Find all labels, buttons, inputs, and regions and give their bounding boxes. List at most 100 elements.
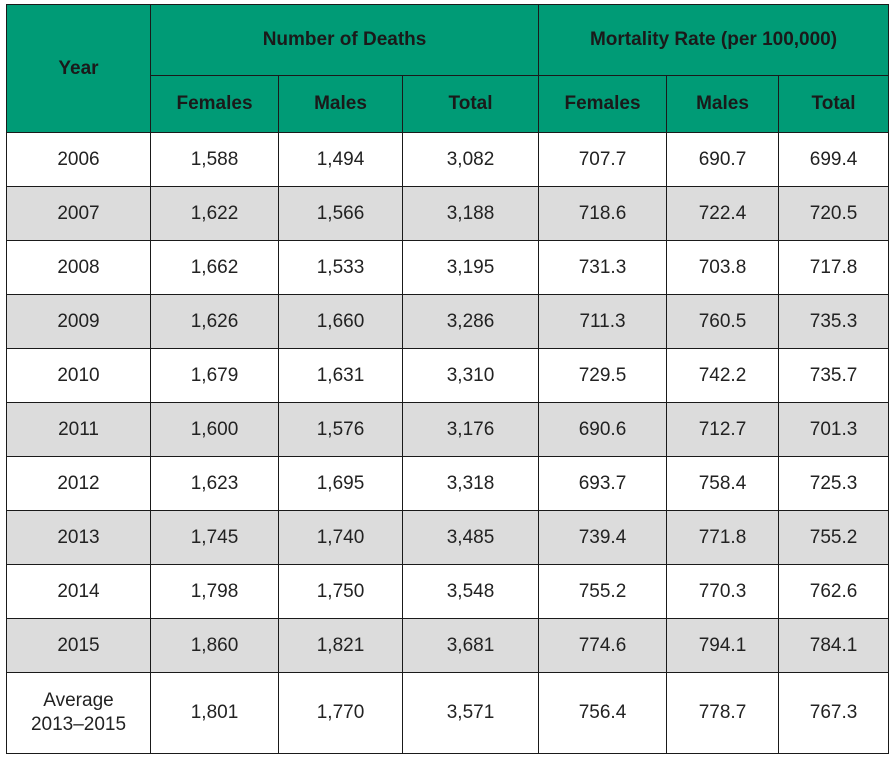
- table-row: 2012 1,623 1,695 3,318 693.7 758.4 725.3: [6, 456, 890, 511]
- deaths-females-cell: 1,662: [150, 240, 279, 295]
- rate-males-cell: 760.5: [666, 294, 780, 349]
- rate-males-cell: 771.8: [666, 510, 780, 565]
- rate-females-cell: 755.2: [538, 564, 668, 619]
- mortality-table: Year Number of Deaths Mortality Rate (pe…: [6, 4, 890, 754]
- deaths-total-header: Total: [401, 75, 540, 133]
- deaths-females-cell: 1,588: [150, 132, 279, 187]
- rate-females-cell: 739.4: [538, 510, 668, 565]
- year-cell: 2011: [6, 402, 151, 457]
- rate-males-cell: 690.7: [666, 132, 780, 187]
- average-label-line2: 2013–2015: [30, 714, 127, 735]
- deaths-males-cell: 1,660: [278, 294, 403, 349]
- deaths-females-cell: 1,798: [150, 564, 279, 619]
- mortality-table-container: Year Number of Deaths Mortality Rate (pe…: [6, 4, 890, 754]
- rate-total-cell: 735.7: [778, 348, 890, 403]
- average-row: Average 2013–2015 1,801 1,770 3,571 756.…: [6, 672, 890, 754]
- year-cell: 2010: [6, 348, 151, 403]
- table-row: 2013 1,745 1,740 3,485 739.4 771.8 755.2: [6, 510, 890, 565]
- rate-total-cell: 784.1: [778, 618, 890, 673]
- table-body: 2006 1,588 1,494 3,082 707.7 690.7 699.4 2007 1,…: [6, 132, 890, 754]
- deaths-total-cell: 3,195: [401, 240, 540, 295]
- rate-females-cell: 690.6: [538, 402, 668, 457]
- deaths-males-cell: 1,494: [278, 132, 403, 187]
- rate-total-cell: 762.6: [778, 564, 890, 619]
- table-row: 2015 1,860 1,821 3,681 774.6 794.1 784.1: [6, 618, 890, 673]
- table-row: 2006 1,588 1,494 3,082 707.7 690.7 699.4: [6, 132, 890, 187]
- rate-group-header: Mortality Rate (per 100,000): [538, 4, 890, 76]
- average-deaths-total: 3,571: [401, 672, 540, 754]
- deaths-females-cell: 1,622: [150, 186, 279, 241]
- deaths-total-cell: 3,310: [401, 348, 540, 403]
- deaths-group-header: Number of Deaths: [149, 4, 540, 76]
- average-rate-females: 756.4: [538, 672, 668, 754]
- table-header: Year Number of Deaths Mortality Rate (pe…: [6, 4, 890, 133]
- deaths-females-cell: 1,626: [150, 294, 279, 349]
- rate-females-cell: 707.7: [538, 132, 668, 187]
- year-cell: 2012: [6, 456, 151, 511]
- rate-males-cell: 703.8: [666, 240, 780, 295]
- table-row: 2011 1,600 1,576 3,176 690.6 712.7 701.3: [6, 402, 890, 457]
- average-deaths-males: 1,770: [278, 672, 403, 754]
- rate-total-header: Total: [778, 75, 890, 133]
- deaths-females-cell: 1,600: [150, 402, 279, 457]
- average-label-line1: Average: [43, 690, 114, 711]
- rate-females-cell: 718.6: [538, 186, 668, 241]
- rate-females-cell: 711.3: [538, 294, 668, 349]
- rate-males-cell: 742.2: [666, 348, 780, 403]
- year-header: Year: [6, 4, 151, 133]
- average-label-cell: Average 2013–2015: [6, 672, 151, 754]
- header-row-groups: Year Number of Deaths Mortality Rate (pe…: [6, 4, 890, 133]
- year-cell: 2007: [6, 186, 151, 241]
- rate-males-cell: 722.4: [666, 186, 780, 241]
- rate-total-cell: 755.2: [778, 510, 890, 565]
- deaths-total-cell: 3,082: [401, 132, 540, 187]
- year-cell: 2013: [6, 510, 151, 565]
- year-cell: 2008: [6, 240, 151, 295]
- deaths-males-cell: 1,576: [278, 402, 403, 457]
- rate-males-cell: 794.1: [666, 618, 780, 673]
- deaths-females-cell: 1,745: [150, 510, 279, 565]
- rate-total-cell: 717.8: [778, 240, 890, 295]
- deaths-total-cell: 3,318: [401, 456, 540, 511]
- rate-total-cell: 735.3: [778, 294, 890, 349]
- deaths-males-cell: 1,566: [278, 186, 403, 241]
- deaths-males-cell: 1,695: [278, 456, 403, 511]
- deaths-total-cell: 3,188: [401, 186, 540, 241]
- deaths-males-cell: 1,631: [278, 348, 403, 403]
- deaths-females-cell: 1,679: [150, 348, 279, 403]
- rate-females-cell: 731.3: [538, 240, 668, 295]
- deaths-total-cell: 3,548: [401, 564, 540, 619]
- deaths-total-cell: 3,681: [401, 618, 540, 673]
- deaths-males-cell: 1,821: [278, 618, 403, 673]
- deaths-males-cell: 1,740: [278, 510, 403, 565]
- header-row-subcolumns: Females Males Total Females Males Total: [7, 75, 890, 133]
- average-rate-males: 778.7: [666, 672, 780, 754]
- rate-total-cell: 725.3: [778, 456, 890, 511]
- table-row: 2008 1,662 1,533 3,195 731.3 703.8 717.8: [6, 240, 890, 295]
- deaths-males-header: Males: [278, 75, 403, 133]
- rate-total-cell: 720.5: [778, 186, 890, 241]
- deaths-total-cell: 3,286: [401, 294, 540, 349]
- rate-females-header: Females: [538, 75, 668, 133]
- deaths-females-cell: 1,860: [150, 618, 279, 673]
- table-row: 2007 1,622 1,566 3,188 718.6 722.4 720.5: [6, 186, 890, 241]
- deaths-females-header: Females: [150, 75, 279, 133]
- table-row: 2009 1,626 1,660 3,286 711.3 760.5 735.3: [6, 294, 890, 349]
- table-row: 2014 1,798 1,750 3,548 755.2 770.3 762.6: [6, 564, 890, 619]
- rate-females-cell: 729.5: [538, 348, 668, 403]
- rate-total-cell: 699.4: [778, 132, 890, 187]
- deaths-total-cell: 3,485: [401, 510, 540, 565]
- rate-females-cell: 693.7: [538, 456, 668, 511]
- deaths-males-cell: 1,533: [278, 240, 403, 295]
- year-cell: 2009: [6, 294, 151, 349]
- average-rate-total: 767.3: [778, 672, 890, 754]
- rate-total-cell: 701.3: [778, 402, 890, 457]
- deaths-males-cell: 1,750: [278, 564, 403, 619]
- rate-females-cell: 774.6: [538, 618, 668, 673]
- deaths-females-cell: 1,623: [150, 456, 279, 511]
- rate-males-cell: 758.4: [666, 456, 780, 511]
- rate-males-cell: 712.7: [666, 402, 780, 457]
- rate-males-header: Males: [666, 75, 780, 133]
- rate-males-cell: 770.3: [666, 564, 780, 619]
- table-row: 2010 1,679 1,631 3,310 729.5 742.2 735.7: [6, 348, 890, 403]
